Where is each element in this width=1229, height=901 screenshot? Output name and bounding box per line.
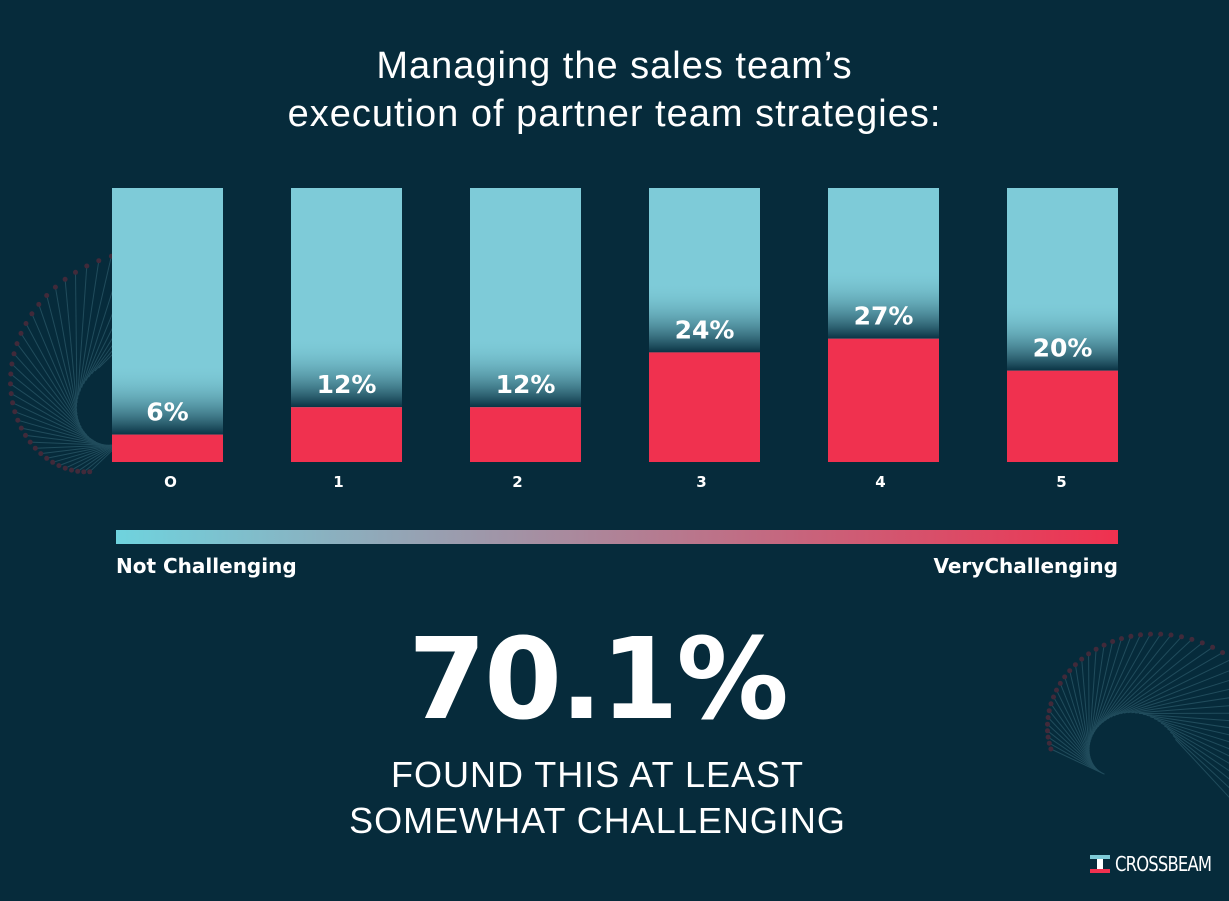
category-label-4: 4 [875,473,885,491]
scale-label-not-challenging: Not Challenging [116,554,297,578]
category-label-5: 5 [1056,473,1066,491]
category-label-2: 2 [512,473,522,491]
bar-value-label-5: 20% [1033,334,1093,363]
bar-value-1 [291,407,402,462]
bar-value-label-3: 24% [675,315,735,344]
crossbeam-logo-icon [1090,855,1110,873]
bar-fade-4 [828,268,939,339]
chart-title: Managing the sales team’s execution of p… [0,42,1229,138]
headline-caption: FOUND THIS AT LEAST SOMEWHAT CHALLENGING [0,752,1195,844]
bar-value-2 [470,407,581,462]
bar-value-3 [649,352,760,462]
chart-title-line-1: Managing the sales team’s [376,45,853,87]
category-label-1: 1 [333,473,343,491]
bar-fade-2 [470,337,581,408]
decorative-spiral-right [1045,631,1229,798]
bar-value-label-0: 6% [146,398,188,427]
scale-label-very-challenging: VeryChallenging [933,554,1118,578]
bar-value-5 [1007,370,1118,462]
category-label-0: O [164,473,177,491]
headline-caption-line-2: SOMEWHAT CHALLENGING [349,800,846,841]
bar-value-4 [828,338,939,462]
crossbeam-logo: CROSSBEAM [1089,850,1212,878]
bar-value-label-1: 12% [317,370,377,399]
category-label-3: 3 [696,473,706,491]
bar-fade-3 [649,282,760,353]
headline-caption-line-1: FOUND THIS AT LEAST [390,754,805,795]
chart-title-line-2: execution of partner team strategies: [287,93,942,135]
bar-fade-5 [1007,300,1118,371]
headline-stat: 70.1% [408,615,789,745]
bar-value-label-2: 12% [496,370,556,399]
bar-value-label-4: 27% [854,302,914,331]
crossbeam-logo-text: CROSSBEAM [1115,852,1212,876]
bar-fade-0 [112,364,223,435]
bar-fade-1 [291,337,402,408]
challenge-scale-bar [116,530,1118,544]
bar-value-0 [112,434,223,462]
